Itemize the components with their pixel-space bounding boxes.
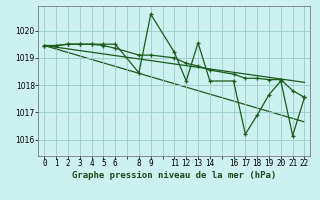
X-axis label: Graphe pression niveau de la mer (hPa): Graphe pression niveau de la mer (hPa) [72, 171, 276, 180]
